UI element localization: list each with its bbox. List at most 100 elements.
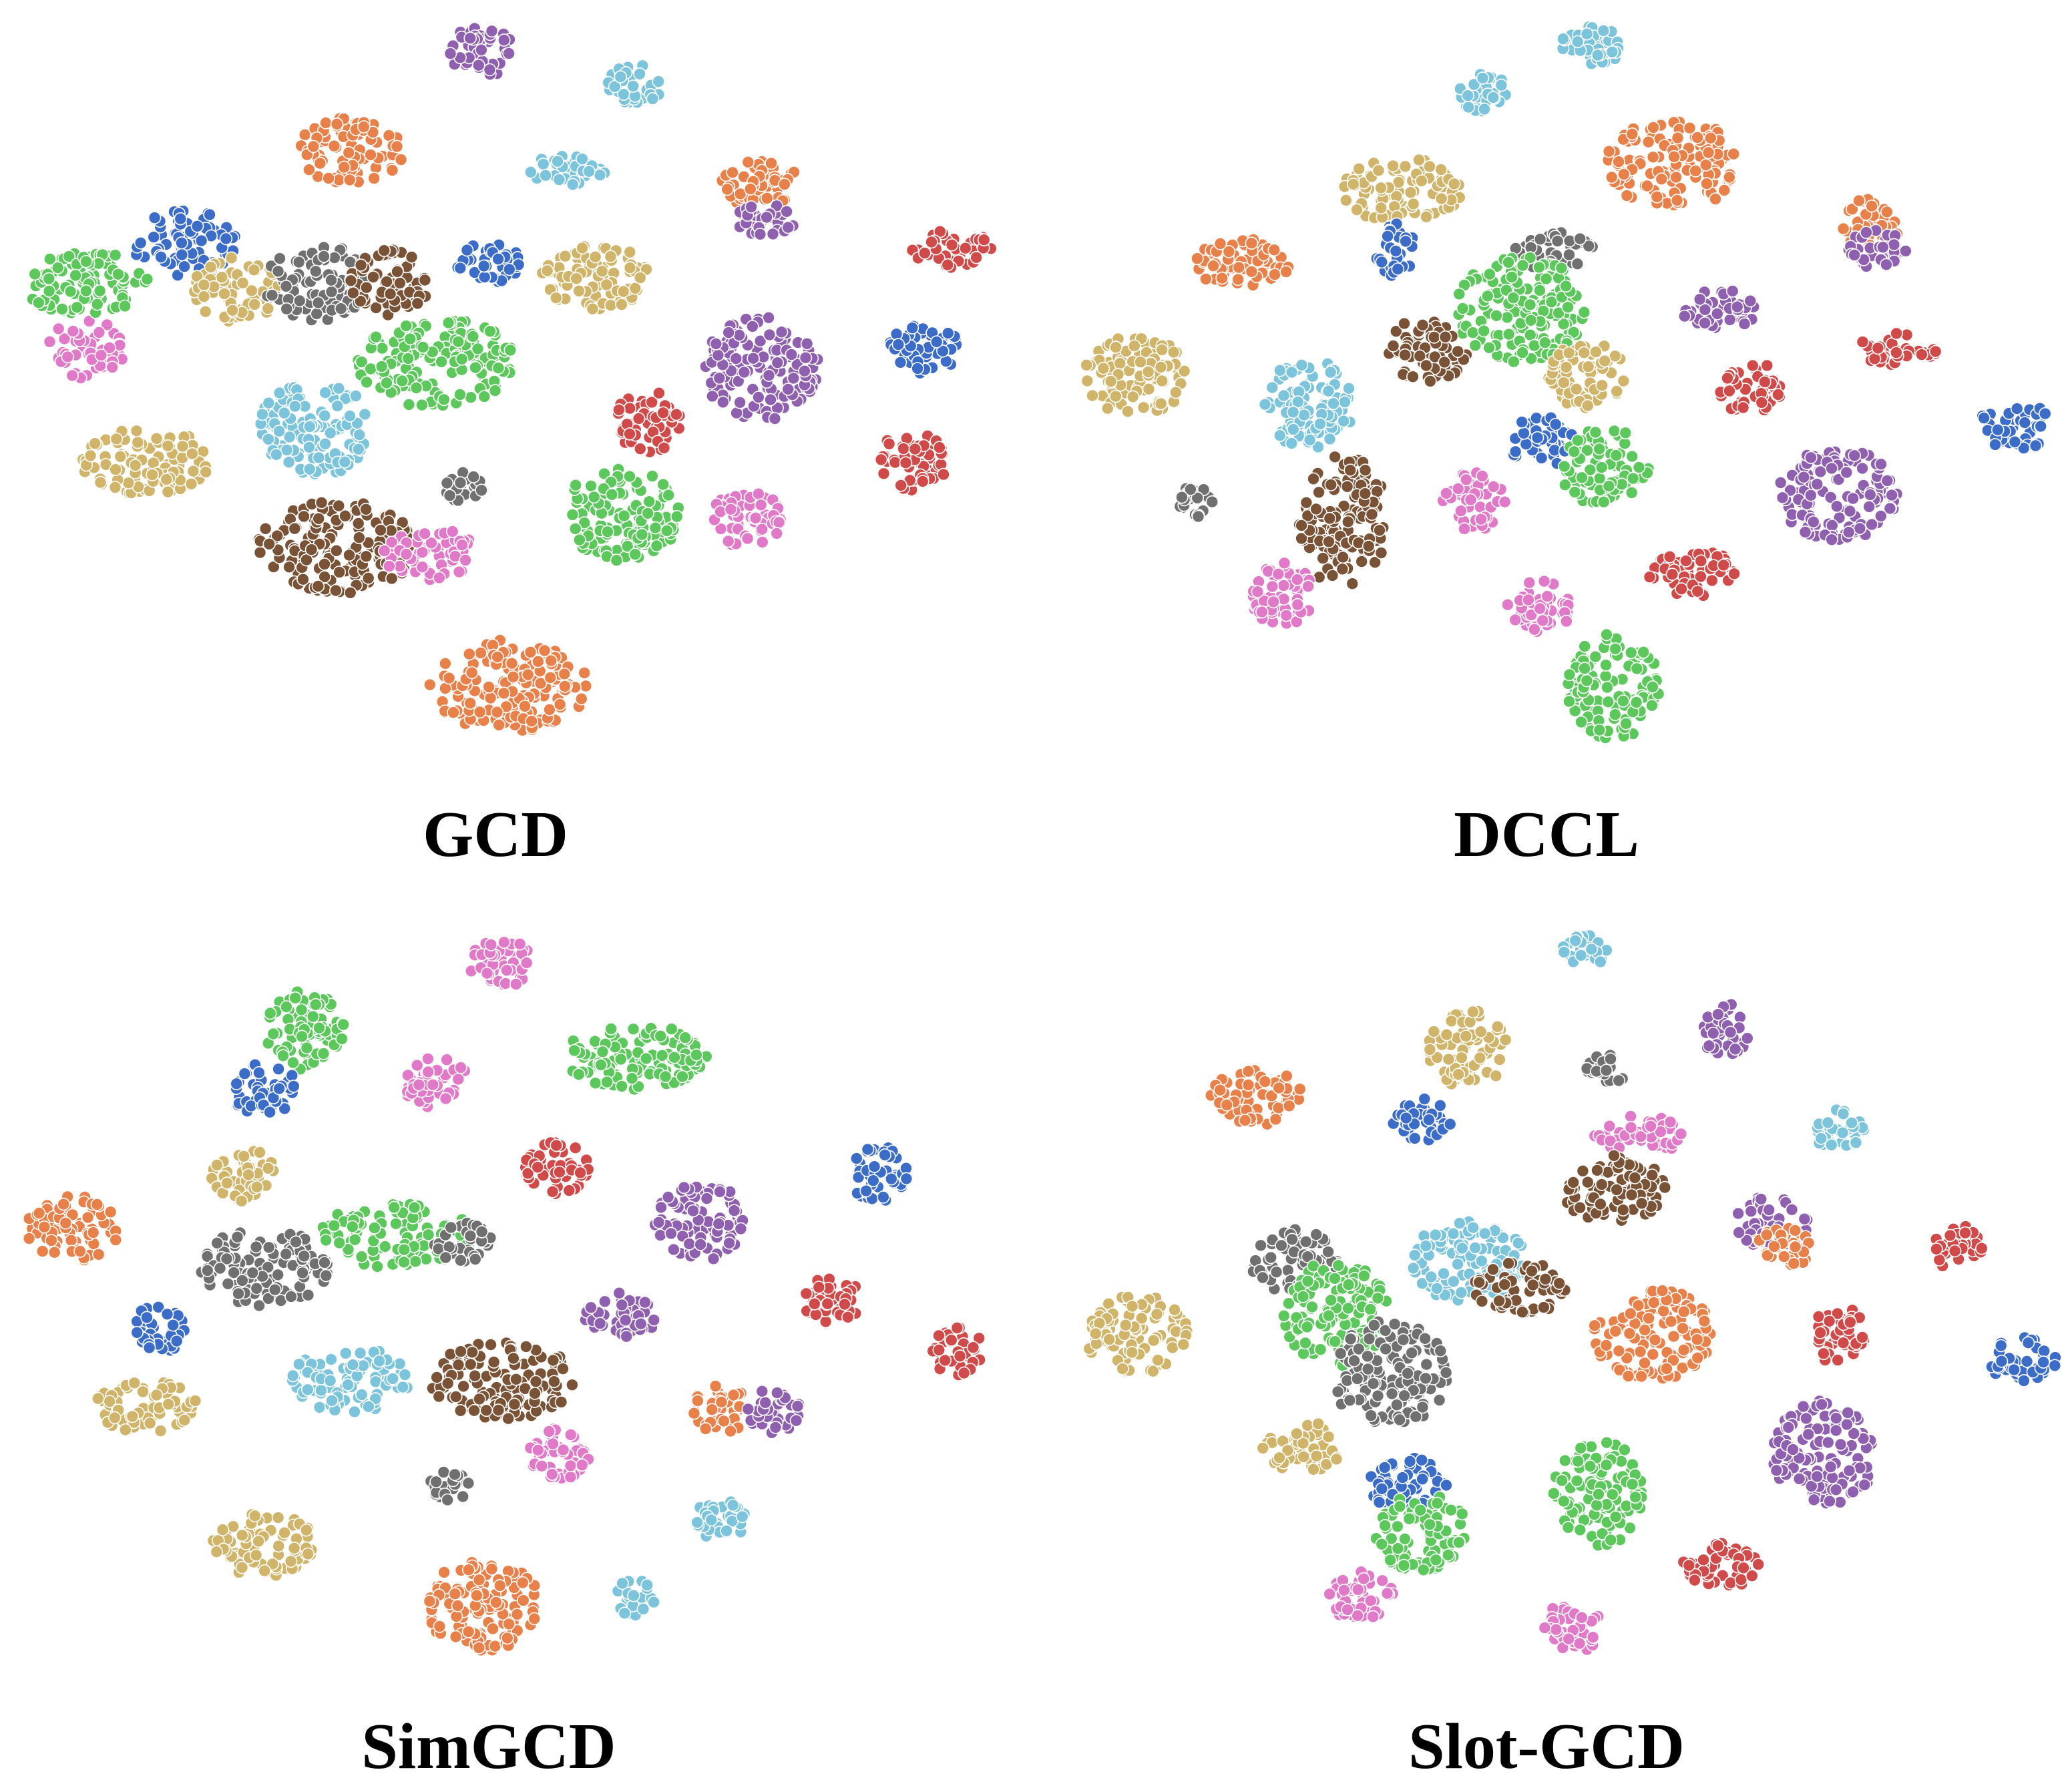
- point: [109, 1233, 122, 1247]
- point: [199, 465, 213, 479]
- point: [330, 118, 344, 131]
- point: [475, 43, 488, 57]
- point: [319, 1269, 333, 1283]
- point: [713, 1185, 727, 1198]
- point: [1641, 179, 1654, 193]
- point: [295, 1030, 308, 1044]
- point: [1345, 577, 1360, 591]
- point: [415, 560, 429, 574]
- point: [1772, 388, 1785, 401]
- point: [648, 521, 662, 535]
- point: [1848, 248, 1861, 262]
- point: [977, 233, 991, 247]
- point: [1508, 613, 1522, 627]
- point: [418, 527, 431, 541]
- point: [626, 79, 640, 93]
- point: [628, 281, 642, 295]
- point: [1559, 279, 1573, 293]
- point: [1645, 698, 1659, 712]
- point: [642, 495, 656, 509]
- point: [313, 156, 327, 170]
- point: [722, 1237, 736, 1250]
- point: [1609, 449, 1623, 462]
- point: [445, 525, 459, 538]
- point: [1899, 244, 1912, 258]
- point: [1704, 131, 1717, 145]
- point: [453, 261, 467, 275]
- point: [317, 250, 331, 263]
- point: [1424, 375, 1437, 388]
- point: [302, 440, 316, 454]
- point: [764, 393, 777, 407]
- point: [733, 328, 746, 342]
- point: [1852, 194, 1866, 208]
- point: [2018, 416, 2032, 429]
- point: [1625, 127, 1639, 141]
- point: [579, 679, 593, 693]
- point: [437, 393, 451, 407]
- point: [93, 475, 108, 489]
- point: [463, 696, 477, 710]
- point: [261, 302, 275, 316]
- point: [483, 691, 497, 705]
- point: [2008, 435, 2022, 449]
- point: [1577, 305, 1591, 319]
- point: [1391, 262, 1405, 276]
- point: [744, 182, 757, 196]
- point: [1141, 365, 1155, 379]
- point: [37, 1220, 51, 1234]
- point: [1727, 147, 1740, 161]
- point: [1887, 238, 1901, 252]
- point: [1486, 480, 1500, 493]
- point: [1438, 355, 1451, 369]
- point: [746, 320, 759, 333]
- point: [485, 24, 499, 38]
- point: [1693, 292, 1707, 306]
- point: [1691, 131, 1704, 144]
- point: [937, 467, 950, 481]
- point: [454, 1061, 467, 1074]
- point: [310, 307, 324, 320]
- point: [594, 1058, 608, 1072]
- point: [375, 360, 389, 373]
- point: [1271, 567, 1285, 581]
- point: [453, 476, 467, 489]
- point: [1617, 168, 1631, 181]
- point: [1581, 399, 1595, 413]
- point: [584, 479, 598, 493]
- point: [574, 692, 588, 706]
- point: [770, 527, 783, 540]
- point: [435, 355, 448, 369]
- point: [1737, 317, 1751, 330]
- point: [301, 1288, 315, 1302]
- point: [333, 1236, 347, 1250]
- point: [1199, 272, 1213, 286]
- point: [1694, 554, 1708, 568]
- point: [780, 204, 793, 218]
- point: [464, 391, 477, 405]
- point: [1701, 146, 1715, 160]
- point: [416, 341, 430, 354]
- point: [374, 523, 387, 537]
- point: [1842, 525, 1856, 539]
- point: [439, 1092, 453, 1106]
- point: [502, 47, 515, 60]
- point: [272, 1062, 285, 1076]
- point: [463, 1229, 477, 1243]
- point: [397, 1243, 411, 1257]
- point: [1880, 474, 1894, 487]
- point: [1533, 232, 1547, 246]
- point: [347, 286, 360, 300]
- point: [737, 365, 751, 379]
- point: [894, 479, 907, 492]
- point: [475, 1225, 489, 1239]
- point: [91, 1248, 106, 1261]
- point: [47, 1245, 61, 1259]
- point: [1874, 457, 1888, 471]
- point: [959, 241, 972, 255]
- point: [1569, 382, 1583, 396]
- point: [1100, 401, 1114, 415]
- point: [1589, 345, 1603, 359]
- point: [297, 509, 310, 523]
- point: [518, 700, 532, 713]
